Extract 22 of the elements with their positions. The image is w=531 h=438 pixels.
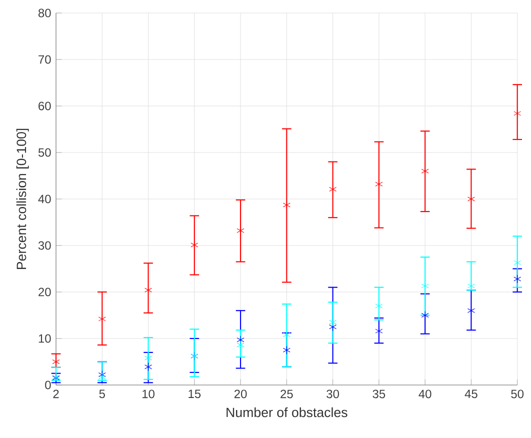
x-tick-label: 5	[99, 390, 105, 398]
x-tick-label: 35	[372, 390, 386, 398]
x-tick-label: 10	[142, 390, 154, 398]
y-tick-label: 40	[38, 194, 51, 204]
y-tick-label: 20	[38, 288, 51, 296]
y-tick-label: 10	[38, 334, 51, 343]
y-tick-label: 0	[45, 380, 51, 390]
y-tick-label: 70	[38, 55, 51, 64]
x-tick-label: 2	[53, 390, 59, 398]
x-tick-label: 15	[188, 390, 201, 398]
x-tick-label: 40	[418, 390, 432, 398]
y-tick-label: 30	[38, 241, 51, 250]
x-axis-title: Number of obstacles	[226, 407, 348, 418]
x-tick-label: 25	[280, 390, 293, 398]
y-tick-label: 50	[38, 148, 51, 157]
y-tick-label: 80	[38, 8, 51, 18]
x-tick-label: 50	[511, 390, 524, 398]
y-axis-title: Percent collision [0-100]	[16, 128, 29, 270]
x-tick-label: 30	[326, 390, 340, 398]
y-tick-label: 60	[38, 102, 51, 110]
x-tick-label: 20	[234, 390, 247, 398]
x-tick-label: 45	[464, 390, 478, 398]
